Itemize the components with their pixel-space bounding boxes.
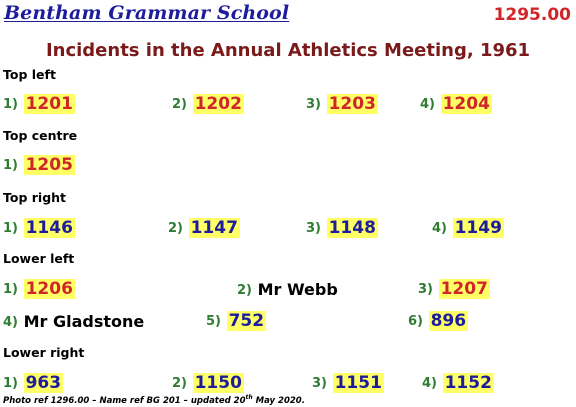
list-item: 1) 1205	[3, 155, 75, 175]
item-number: 1)	[3, 97, 18, 112]
list-item: 4) 1149	[432, 218, 504, 238]
item-number: 5)	[206, 314, 221, 329]
list-item: 3) 1151	[312, 373, 384, 393]
item-number: 1)	[3, 221, 18, 236]
page-title: Incidents in the Annual Athletics Meetin…	[45, 40, 531, 61]
item-number: 2)	[172, 376, 187, 391]
item-number: 4)	[3, 315, 18, 330]
item-number: 4)	[422, 376, 437, 391]
list-item: 3) 1203	[306, 94, 378, 114]
list-item: 1) 963	[3, 373, 64, 393]
ref-tag: 1202	[192, 94, 244, 114]
ref-tag: 1206	[23, 279, 75, 299]
ref-tag: 1205	[23, 155, 75, 175]
list-item: 2) 1150	[172, 373, 244, 393]
item-number: 4)	[420, 97, 435, 112]
item-number: 2)	[168, 221, 183, 236]
school-title: Bentham Grammar School	[4, 2, 290, 24]
footer-text: Photo ref 1296.00 – Name ref BG 201 – up…	[3, 395, 246, 406]
list-item: 1) 1206	[3, 279, 75, 299]
list-item: 5) 752	[206, 311, 267, 331]
ref-tag: 963	[23, 373, 64, 393]
item-number: 2)	[172, 97, 187, 112]
ref-tag: 752	[226, 311, 267, 331]
list-item: 1) 1201	[3, 94, 75, 114]
ref-tag: 1204	[440, 94, 492, 114]
footer-superscript: th	[245, 394, 253, 401]
ref-tag: 1149	[452, 218, 504, 238]
person-name: Mr Webb	[257, 280, 338, 299]
list-item: 4) 1152	[422, 373, 494, 393]
list-item: 3) 1148	[306, 218, 378, 238]
person-name: Mr Gladstone	[23, 312, 145, 331]
section-heading-lower-left: Lower left	[3, 251, 75, 266]
photo-reference: 1295.00	[493, 5, 571, 25]
ref-tag: 1151	[332, 373, 384, 393]
footer-text-end: May 2020.	[252, 395, 305, 406]
list-item: 4) 1204	[420, 94, 492, 114]
item-number: 3)	[306, 97, 321, 112]
item-number: 3)	[418, 282, 433, 297]
ref-tag: 1147	[188, 218, 240, 238]
item-number: 2)	[237, 283, 252, 298]
list-item: 6) 896	[408, 311, 469, 331]
ref-tag: 1148	[326, 218, 378, 238]
list-item: 1) 1146	[3, 218, 75, 238]
list-item: 2) Mr Webb	[237, 280, 338, 299]
list-item: 3) 1207	[418, 279, 490, 299]
item-number: 6)	[408, 314, 423, 329]
photo-footer-note: Photo ref 1296.00 – Name ref BG 201 – up…	[3, 394, 305, 406]
section-heading-top-centre: Top centre	[3, 128, 78, 143]
section-heading-top-right: Top right	[3, 190, 67, 205]
ref-tag: 1146	[23, 218, 75, 238]
item-number: 1)	[3, 376, 18, 391]
section-heading-top-left: Top left	[3, 67, 56, 82]
ref-tag: 1203	[326, 94, 378, 114]
ref-tag: 1150	[192, 373, 244, 393]
list-item: 4) Mr Gladstone	[3, 312, 144, 331]
list-item: 2) 1202	[172, 94, 244, 114]
ref-tag: 1201	[23, 94, 75, 114]
item-number: 3)	[306, 221, 321, 236]
list-item: 2) 1147	[168, 218, 240, 238]
item-number: 1)	[3, 282, 18, 297]
item-number: 1)	[3, 158, 18, 173]
ref-tag: 896	[428, 311, 469, 331]
ref-tag: 1152	[442, 373, 494, 393]
ref-tag: 1207	[438, 279, 490, 299]
section-heading-lower-right: Lower right	[3, 345, 85, 360]
item-number: 4)	[432, 221, 447, 236]
item-number: 3)	[312, 376, 327, 391]
